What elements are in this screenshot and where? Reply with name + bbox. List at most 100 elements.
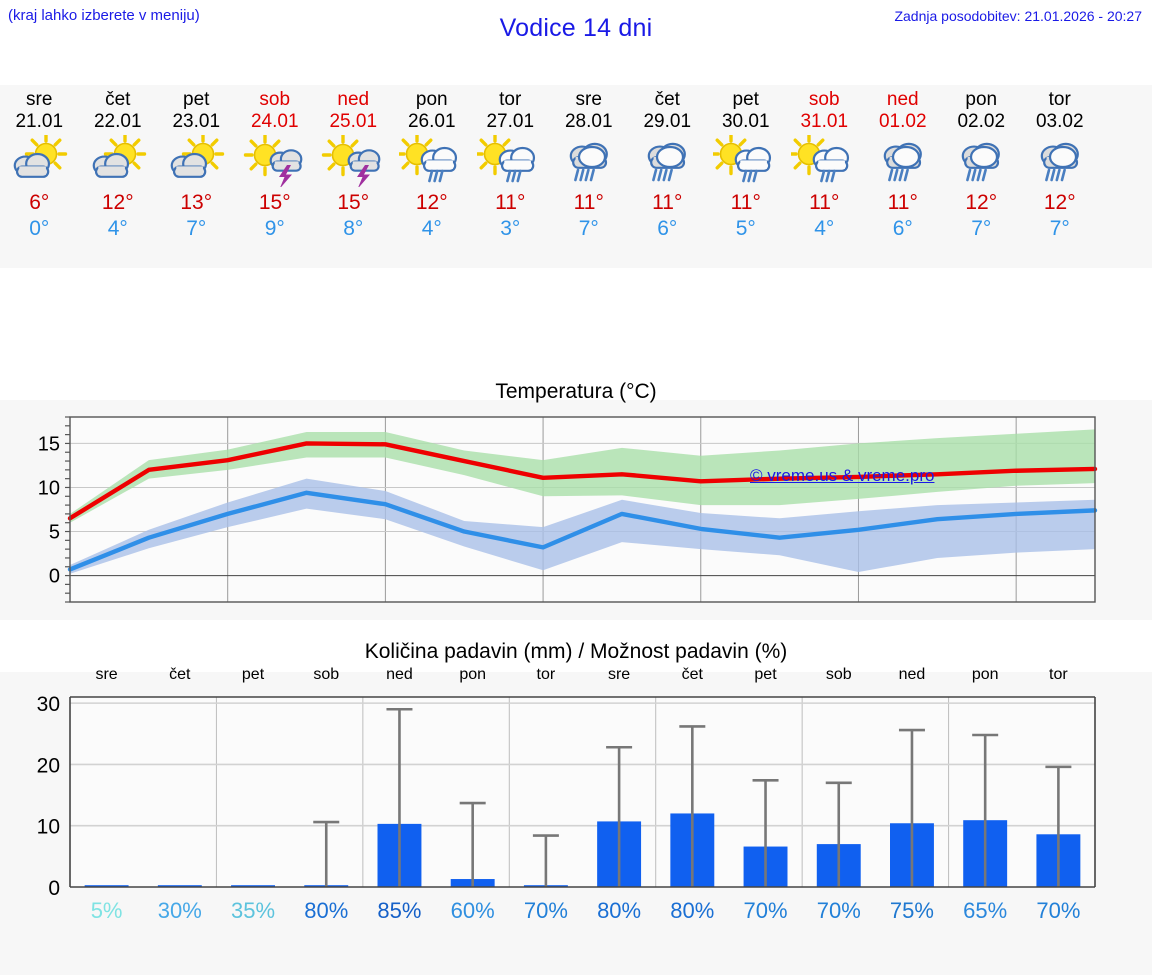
forecast-day-column: tor 03.02 12° 7°	[1021, 85, 1100, 268]
day-temp-max: 11°	[573, 191, 604, 214]
sun-rain-icon	[791, 135, 857, 187]
precipitation-day-label: pet	[754, 666, 777, 683]
sun-rain-icon	[477, 135, 543, 187]
svg-text:20: 20	[37, 754, 60, 777]
precipitation-day-label: tor	[536, 666, 556, 683]
precipitation-probability: 30%	[157, 898, 202, 923]
sun-thunder-icon	[242, 135, 308, 187]
day-temp-min: 4°	[107, 217, 128, 240]
day-name: tor	[1048, 89, 1071, 110]
day-date: 29.01	[643, 111, 692, 132]
day-temp-max: 13°	[180, 191, 213, 214]
daily-forecast-strip: sre 21.01 6° 0° čet 22.01 12° 4° pet 23.01 13° 7° so…	[0, 85, 1152, 268]
precipitation-day-label: čet	[169, 666, 191, 683]
location-menu-hint[interactable]: (kraj lahko izberete v meniju)	[8, 7, 200, 24]
day-name: pon	[415, 89, 448, 110]
precipitation-day-label: ned	[898, 666, 926, 683]
forecast-day-column: ned 25.01 15° 8°	[314, 85, 393, 268]
day-temp-min: 9°	[264, 217, 285, 240]
day-name: sob	[259, 89, 291, 110]
sun-rain-icon	[398, 135, 465, 187]
precipitation-probability: 60%	[450, 898, 495, 923]
day-temp-max: 11°	[809, 191, 840, 214]
day-date: 22.01	[93, 111, 142, 132]
svg-text:0: 0	[48, 877, 60, 900]
day-date: 27.01	[486, 111, 535, 132]
svg-text:30: 30	[37, 693, 60, 716]
day-date: 26.01	[407, 111, 456, 132]
precipitation-probability: 70%	[743, 898, 788, 923]
day-temp-min: 7°	[578, 217, 599, 240]
day-name: sre	[26, 89, 53, 110]
sun-cloud-icon	[163, 135, 229, 187]
precipitation-day-label: sre	[607, 666, 631, 683]
precipitation-chart: Količina padavin (mm) / Možnost padavin …	[0, 640, 1152, 975]
forecast-day-column: sob 24.01 15° 9°	[236, 85, 315, 268]
day-name: tor	[499, 89, 522, 110]
precipitation-probability: 5%	[90, 898, 123, 923]
copyright-watermark[interactable]: © vreme.us & vreme.pro	[750, 466, 935, 485]
day-temp-max: 15°	[337, 191, 370, 214]
sun-cloud-icon	[85, 135, 151, 187]
page-header: (kraj lahko izberete v meniju) Vodice 14…	[0, 0, 1152, 62]
precipitation-day-label: sre	[95, 666, 118, 683]
day-temp-max: 11°	[887, 191, 918, 214]
day-temp-min: 8°	[343, 217, 364, 240]
precipitation-probability: 65%	[963, 898, 1008, 923]
cloud-rain-icon	[870, 135, 936, 187]
precipitation-probability: 80%	[670, 898, 715, 923]
svg-text:15: 15	[38, 433, 60, 455]
precipitation-day-label: pon	[971, 666, 999, 683]
precipitation-day-label: čet	[681, 666, 703, 683]
forecast-day-column: čet 29.01 11° 6°	[628, 85, 707, 268]
day-temp-max: 12°	[1043, 191, 1076, 214]
day-name: sre	[575, 89, 602, 110]
day-temp-min: 7°	[1049, 217, 1070, 240]
day-date: 03.02	[1035, 111, 1084, 132]
day-temp-max: 15°	[258, 191, 291, 214]
precipitation-plot: 0 10 20 30	[37, 693, 1096, 900]
precipitation-probability: 85%	[377, 898, 422, 923]
cloud-rain-icon	[948, 135, 1014, 187]
precipitation-probability: 70%	[816, 898, 861, 923]
day-name: pet	[732, 89, 759, 110]
cloud-rain-icon	[556, 135, 622, 187]
precipitation-day-label: ned	[386, 666, 413, 683]
day-date: 24.01	[250, 111, 299, 132]
day-temp-max: 6°	[29, 191, 50, 214]
day-date: 02.02	[957, 111, 1006, 132]
day-name: ned	[886, 89, 919, 110]
day-temp-max: 12°	[101, 191, 134, 214]
day-temp-min: 7°	[186, 217, 207, 240]
forecast-day-column: ned 01.02 11° 6°	[864, 85, 943, 268]
page-title: Vodice 14 dni	[499, 14, 653, 42]
day-temp-min: 6°	[657, 217, 678, 240]
forecast-day-column: tor 27.01 11° 3°	[471, 85, 550, 268]
day-temp-min: 4°	[421, 217, 442, 240]
temperature-chart: Temperatura (°C) 0 5 10 15 © vreme.us & vre…	[0, 380, 1152, 620]
forecast-day-column: sre 21.01 6° 0°	[0, 85, 79, 268]
day-temp-min: 5°	[735, 217, 756, 240]
day-temp-min: 0°	[29, 217, 50, 240]
forecast-day-column: pet 23.01 13° 7°	[157, 85, 236, 268]
precipitation-day-label: sob	[313, 666, 340, 683]
day-date: 30.01	[721, 111, 770, 132]
precipitation-day-label: sob	[825, 666, 852, 683]
temperature-plot: 0 5 10 15	[38, 416, 1098, 603]
temperature-chart-title: Temperatura (°C)	[495, 380, 657, 403]
sun-rain-icon	[712, 135, 779, 187]
day-date: 23.01	[172, 111, 221, 132]
precipitation-day-label: pon	[459, 666, 487, 683]
forecast-day-column: pon 02.02 12° 7°	[942, 85, 1021, 268]
day-temp-max: 11°	[730, 191, 761, 214]
day-name: ned	[337, 89, 370, 110]
precipitation-day-label: pet	[241, 666, 265, 683]
forecast-day-column: sre 28.01 11° 7°	[550, 85, 629, 268]
sun-cloud-icon	[6, 135, 72, 187]
svg-text:10: 10	[37, 816, 60, 839]
day-name: sob	[808, 89, 840, 110]
day-date: 31.01	[800, 111, 849, 132]
forecast-day-column: sob 31.01 11° 4°	[785, 85, 864, 268]
forecast-day-list: sre 21.01 6° 0° čet 22.01 12° 4° pet 23.01 13° 7° so…	[0, 85, 1152, 268]
